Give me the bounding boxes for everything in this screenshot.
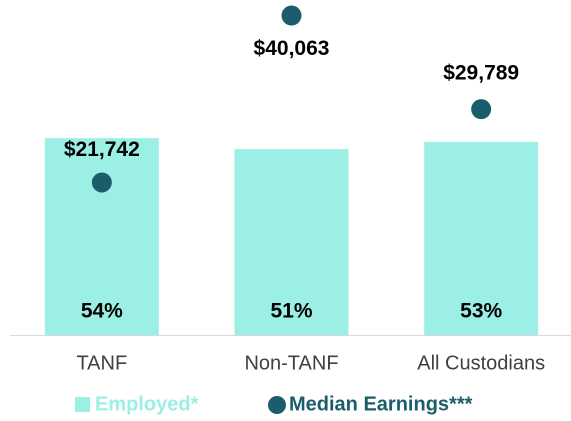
data-label: $21,742 — [64, 138, 140, 161]
data-label: 53% — [460, 300, 502, 323]
bar — [234, 149, 349, 335]
bar — [424, 141, 539, 335]
bar — [44, 138, 159, 335]
x-tick-label: Non-TANF — [244, 352, 338, 374]
data-label: 54% — [81, 300, 123, 323]
legend-label: Median Earnings*** — [289, 393, 473, 415]
x-tick-label: All Custodians — [417, 352, 545, 374]
data-label: 51% — [270, 300, 312, 323]
legend-swatch — [268, 396, 286, 414]
earnings-dot — [281, 5, 302, 26]
legend-label: Employed* — [95, 393, 199, 415]
data-label: $29,789 — [443, 62, 519, 85]
earnings-dot — [91, 172, 112, 193]
x-tick-label: TANF — [76, 352, 127, 374]
data-label: $40,063 — [254, 37, 330, 60]
earnings-dot — [471, 99, 492, 120]
legend-swatch — [75, 397, 90, 412]
